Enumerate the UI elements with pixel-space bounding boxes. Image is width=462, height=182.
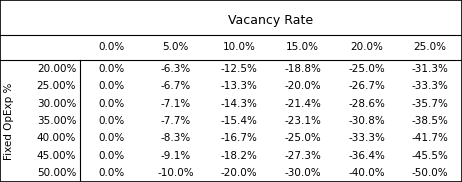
Text: 0.0%: 0.0% bbox=[99, 64, 125, 74]
Text: -18.2%: -18.2% bbox=[221, 151, 257, 161]
Text: 20.00%: 20.00% bbox=[37, 64, 76, 74]
Text: 0.0%: 0.0% bbox=[99, 133, 125, 143]
Text: -30.0%: -30.0% bbox=[285, 168, 321, 178]
Text: -14.3%: -14.3% bbox=[221, 99, 257, 109]
Text: -18.8%: -18.8% bbox=[285, 64, 321, 74]
Text: -41.7%: -41.7% bbox=[412, 133, 449, 143]
Text: 40.00%: 40.00% bbox=[37, 133, 76, 143]
Text: -20.0%: -20.0% bbox=[221, 168, 257, 178]
Text: -40.0%: -40.0% bbox=[348, 168, 385, 178]
Text: -21.4%: -21.4% bbox=[285, 99, 321, 109]
Text: 0.0%: 0.0% bbox=[99, 42, 125, 52]
Text: 5.0%: 5.0% bbox=[162, 42, 188, 52]
Text: -7.1%: -7.1% bbox=[160, 99, 190, 109]
Text: 0.0%: 0.0% bbox=[99, 81, 125, 91]
Text: Vacancy Rate: Vacancy Rate bbox=[228, 13, 314, 27]
Text: 35.00%: 35.00% bbox=[37, 116, 76, 126]
Text: -35.7%: -35.7% bbox=[412, 99, 449, 109]
Text: -25.0%: -25.0% bbox=[285, 133, 321, 143]
Text: -8.3%: -8.3% bbox=[160, 133, 190, 143]
Text: 0.0%: 0.0% bbox=[99, 99, 125, 109]
Text: 0.0%: 0.0% bbox=[99, 168, 125, 178]
Text: -38.5%: -38.5% bbox=[412, 116, 449, 126]
Text: 0.0%: 0.0% bbox=[99, 116, 125, 126]
Text: -20.0%: -20.0% bbox=[285, 81, 321, 91]
Text: -33.3%: -33.3% bbox=[412, 81, 449, 91]
Text: -26.7%: -26.7% bbox=[348, 81, 385, 91]
Text: -31.3%: -31.3% bbox=[412, 64, 449, 74]
Text: -6.3%: -6.3% bbox=[160, 64, 190, 74]
Text: -15.4%: -15.4% bbox=[221, 116, 257, 126]
Text: -23.1%: -23.1% bbox=[285, 116, 321, 126]
Text: -16.7%: -16.7% bbox=[221, 133, 257, 143]
Text: -13.3%: -13.3% bbox=[221, 81, 257, 91]
Text: 25.0%: 25.0% bbox=[413, 42, 447, 52]
Text: -12.5%: -12.5% bbox=[221, 64, 257, 74]
Text: -25.0%: -25.0% bbox=[348, 64, 385, 74]
Text: 10.0%: 10.0% bbox=[223, 42, 255, 52]
Text: -50.0%: -50.0% bbox=[412, 168, 449, 178]
Text: -36.4%: -36.4% bbox=[348, 151, 385, 161]
Text: 50.00%: 50.00% bbox=[37, 168, 76, 178]
Text: 20.0%: 20.0% bbox=[350, 42, 383, 52]
Text: -6.7%: -6.7% bbox=[160, 81, 190, 91]
Text: -28.6%: -28.6% bbox=[348, 99, 385, 109]
Text: 0.0%: 0.0% bbox=[99, 151, 125, 161]
Text: -30.8%: -30.8% bbox=[348, 116, 385, 126]
Text: -33.3%: -33.3% bbox=[348, 133, 385, 143]
Text: Fixed OpExp %: Fixed OpExp % bbox=[4, 82, 14, 160]
Text: 30.00%: 30.00% bbox=[37, 99, 76, 109]
Text: -7.7%: -7.7% bbox=[160, 116, 190, 126]
Text: -9.1%: -9.1% bbox=[160, 151, 190, 161]
Text: 45.00%: 45.00% bbox=[37, 151, 76, 161]
Text: -10.0%: -10.0% bbox=[157, 168, 194, 178]
Text: -27.3%: -27.3% bbox=[285, 151, 321, 161]
Text: -45.5%: -45.5% bbox=[412, 151, 449, 161]
Text: 25.00%: 25.00% bbox=[37, 81, 76, 91]
Text: 15.0%: 15.0% bbox=[286, 42, 319, 52]
